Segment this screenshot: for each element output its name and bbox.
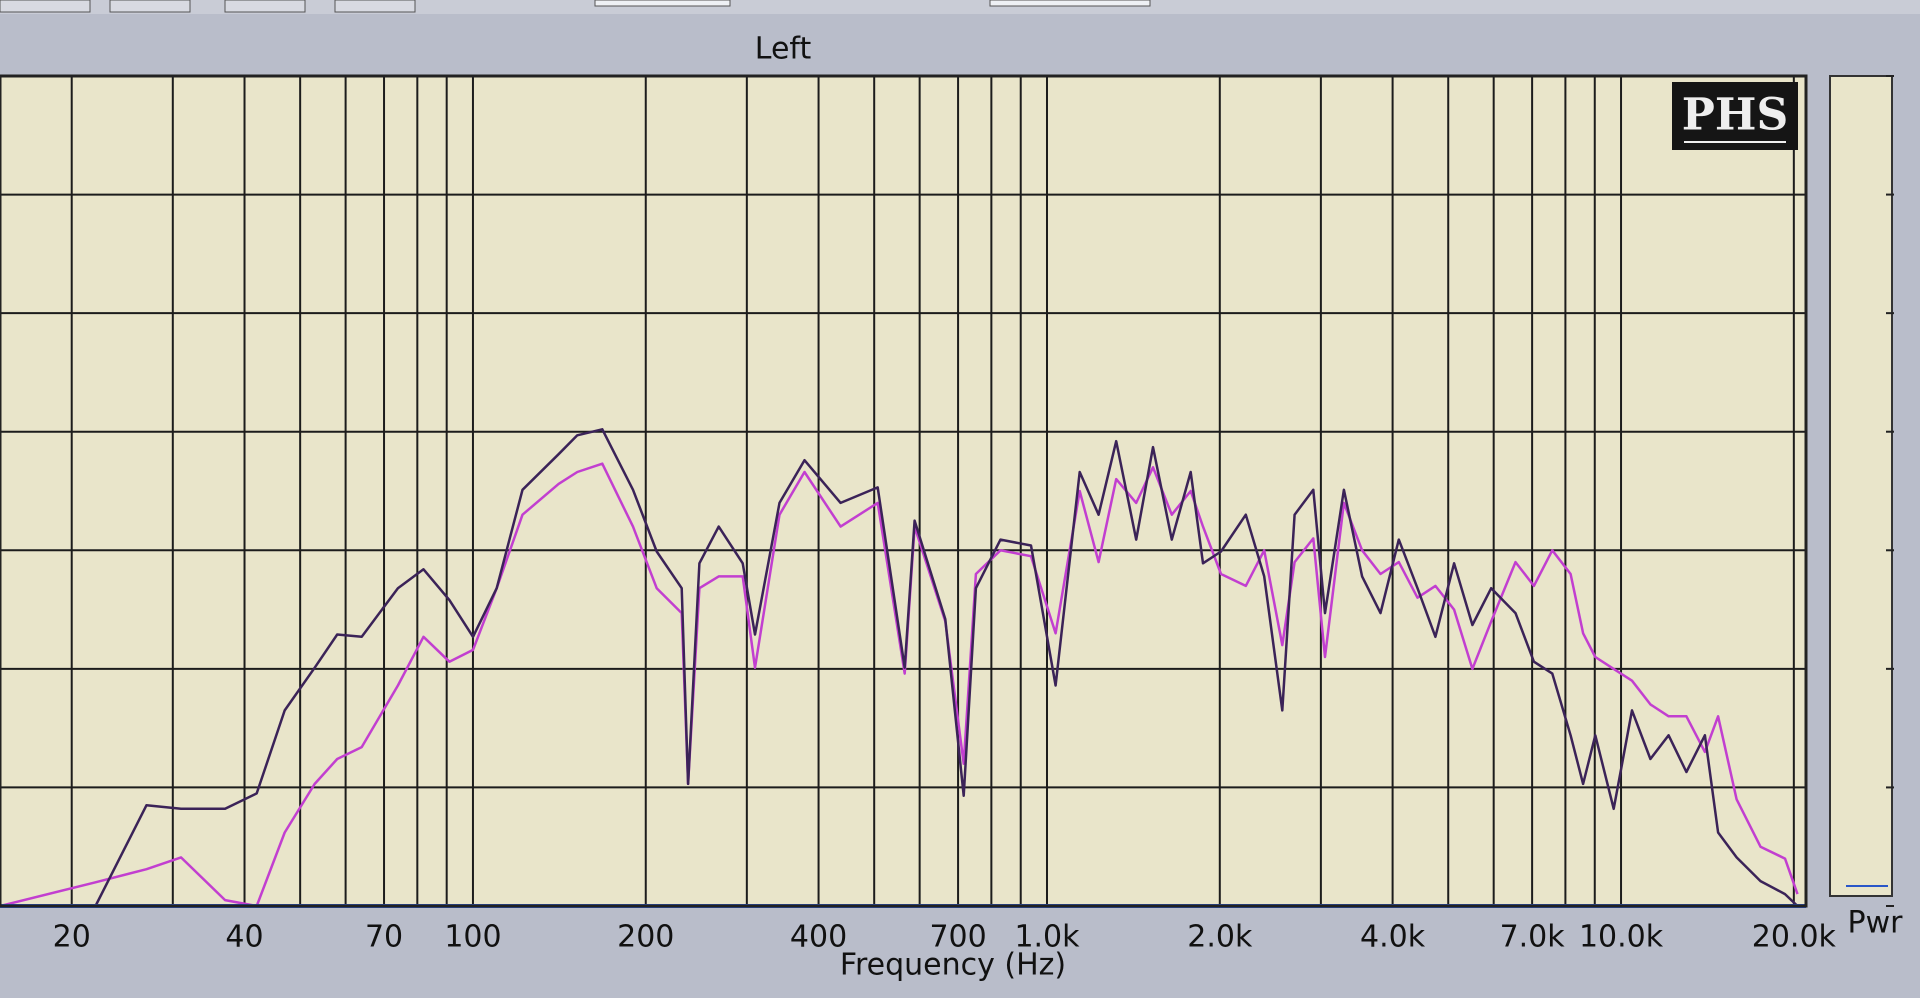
toolbar xyxy=(0,0,1920,14)
x-tick-label: 1.0k xyxy=(1014,920,1080,955)
x-tick-label: 100 xyxy=(444,920,501,955)
toolbar-button[interactable] xyxy=(224,0,306,13)
toolbar-button[interactable] xyxy=(334,0,416,13)
logo: PHS xyxy=(1682,90,1788,141)
plot-frame xyxy=(0,74,1808,908)
x-tick-label: 200 xyxy=(617,920,674,955)
toolbar-field[interactable] xyxy=(594,0,731,7)
x-tick-label: 70 xyxy=(365,920,403,955)
x-tick-label: 700 xyxy=(929,920,986,955)
x-tick-label: 4.0k xyxy=(1360,920,1426,955)
lines xyxy=(0,428,1799,908)
x-tick-label: 2.0k xyxy=(1187,920,1253,955)
logo-box xyxy=(1672,82,1798,150)
x-tick-label: 400 xyxy=(790,920,847,955)
power-meter xyxy=(1829,75,1893,897)
toolbar-button[interactable] xyxy=(109,0,191,13)
response-line xyxy=(0,462,1799,908)
x-tick-label: 7.0k xyxy=(1500,920,1566,955)
toolbar-field[interactable] xyxy=(989,0,1151,7)
chart-title: Left xyxy=(755,32,812,67)
x-tick-label: 10.0k xyxy=(1579,920,1664,955)
plot-area xyxy=(0,76,1806,906)
x-tick-label: 20 xyxy=(53,920,91,955)
x-tick-label: 20.0k xyxy=(1752,920,1837,955)
response-line xyxy=(0,428,1799,908)
x-tick-label: 40 xyxy=(225,920,263,955)
meter-label: Pwr xyxy=(1848,906,1904,941)
toolbar-button[interactable] xyxy=(0,0,91,13)
x-axis-label: Frequency (Hz) xyxy=(840,948,1066,983)
